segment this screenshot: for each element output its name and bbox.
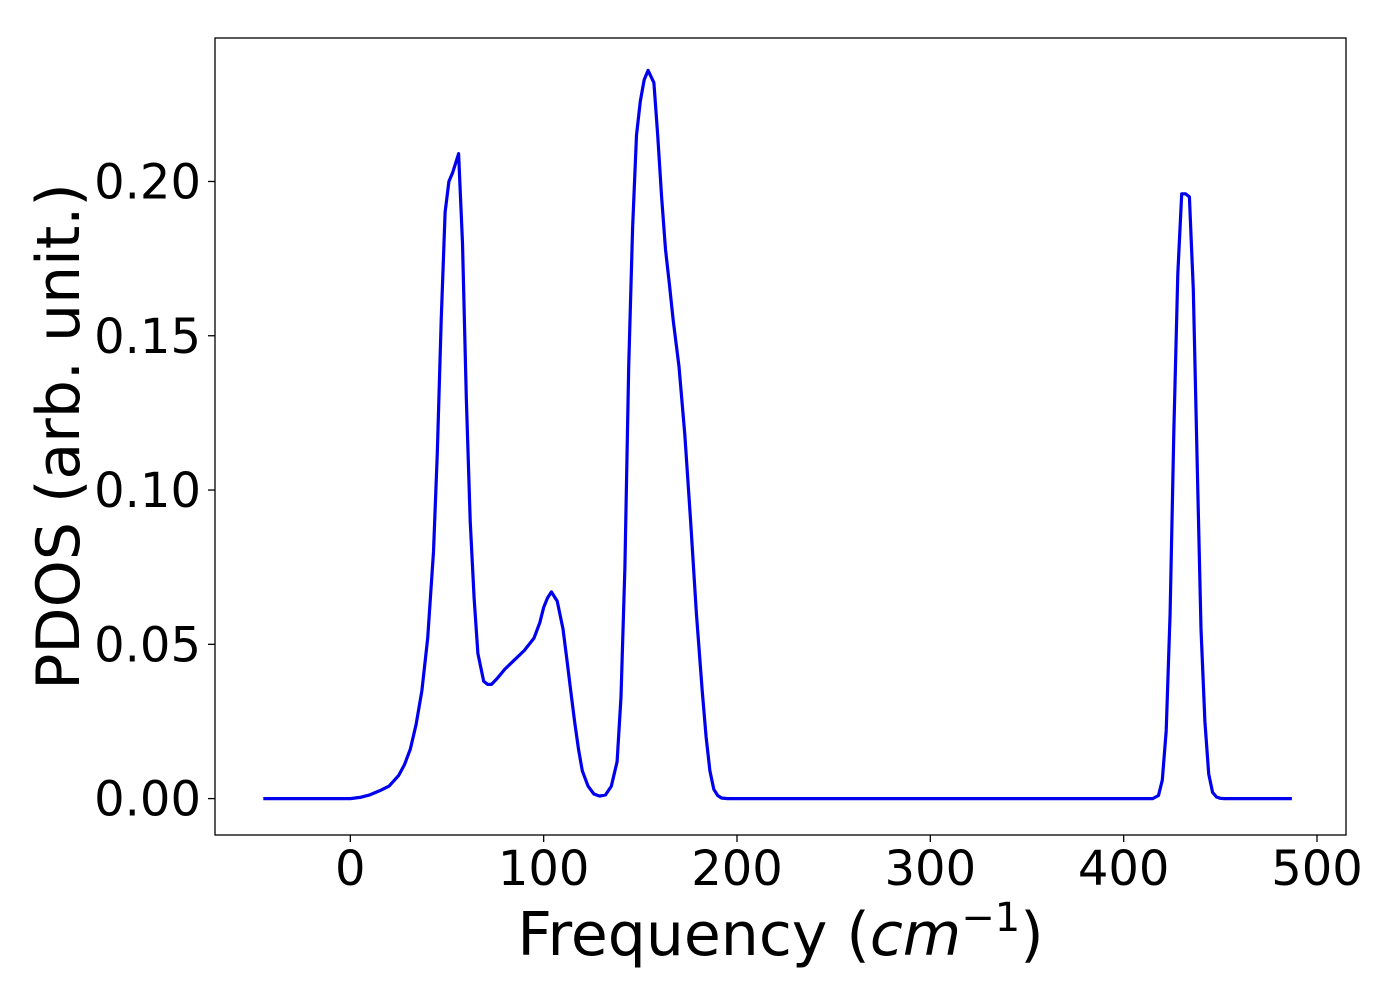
y-tick-label: 0.20: [94, 154, 201, 210]
y-tick-label: 0.10: [94, 463, 201, 519]
x-tick-label: 200: [691, 841, 783, 897]
x-axis-ticks: 0 100 200 300 400 500: [335, 835, 1363, 897]
x-tick-label: 400: [1078, 841, 1170, 897]
x-tick-label: 300: [885, 841, 977, 897]
plot-frame: [214, 37, 1347, 836]
y-axis-title: PDOS (arb. unit.): [24, 183, 94, 690]
y-axis-ticks: 0.00 0.05 0.10 0.15 0.20: [94, 154, 215, 828]
x-tick-label: 0: [335, 841, 366, 897]
pdos-series-line: [263, 68, 1292, 801]
y-tick-label: 0.15: [94, 309, 201, 365]
y-tick-label: 0.00: [94, 772, 201, 828]
x-tick-label: 500: [1271, 841, 1363, 897]
x-axis-title: Frequency (cm−1): [517, 895, 1043, 970]
x-tick-label: 100: [498, 841, 590, 897]
y-tick-label: 0.05: [94, 617, 201, 673]
